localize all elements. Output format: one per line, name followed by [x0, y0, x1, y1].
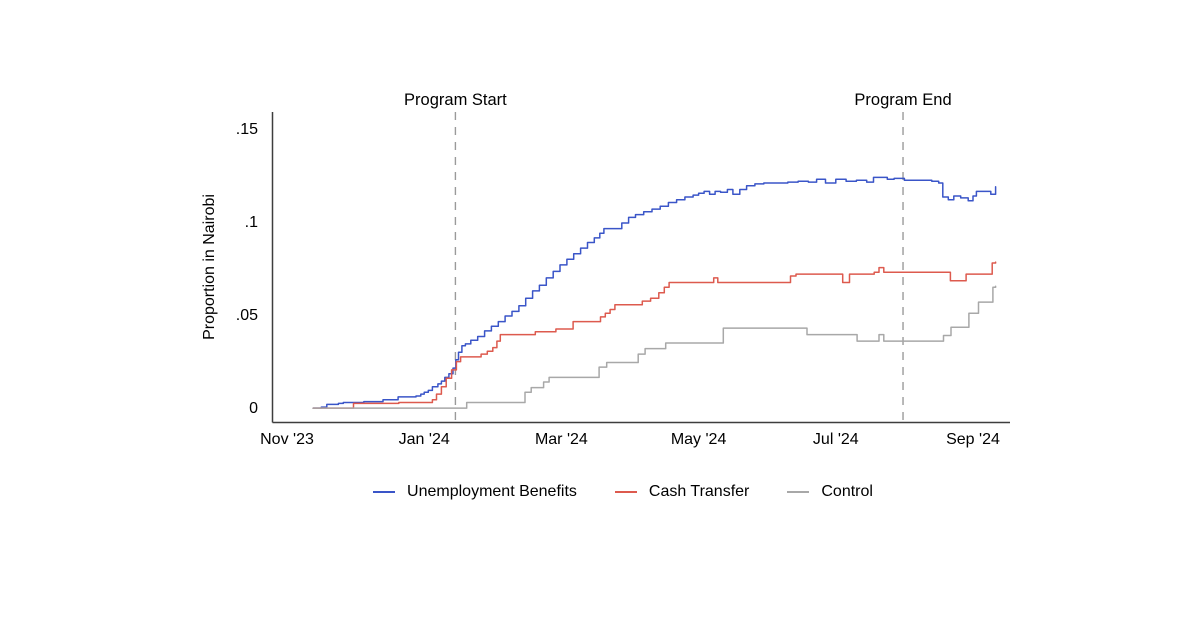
y-tick-label: .05: [235, 307, 258, 324]
y-tick-label: 0: [249, 400, 258, 417]
series-line-control: [312, 285, 997, 409]
x-tick-label: Mar '24: [534, 431, 588, 448]
annotation-label-program-start: Program Start: [404, 91, 507, 109]
x-tick-label: Jan '24: [398, 431, 450, 448]
legend-item: Unemployment Benefits: [373, 483, 577, 501]
x-tick-label: Jul '24: [812, 431, 859, 448]
annotation-label-program-end: Program End: [854, 91, 952, 109]
legend-label: Control: [821, 483, 873, 500]
legend-label: Unemployment Benefits: [407, 483, 577, 500]
legend-item: Cash Transfer: [614, 483, 750, 501]
x-tick-label: Sep '24: [946, 431, 1000, 448]
series-line-cash-transfer: [312, 261, 997, 409]
legend-item: Control: [787, 483, 873, 501]
legend-line-swatch: [787, 491, 810, 493]
legend-label: Cash Transfer: [648, 483, 750, 500]
x-tick-label: Nov '23: [260, 431, 314, 448]
y-tick-label: .1: [244, 214, 258, 231]
x-tick-label: May '24: [670, 431, 727, 448]
legend-line-swatch: [614, 491, 637, 493]
legend: Unemployment Benefits Cash Transfer Contro…: [273, 481, 973, 503]
series-line-unemployment-benefits: [312, 176, 997, 409]
legend-line-swatch: [373, 491, 396, 493]
y-tick-label: .15: [235, 121, 258, 138]
